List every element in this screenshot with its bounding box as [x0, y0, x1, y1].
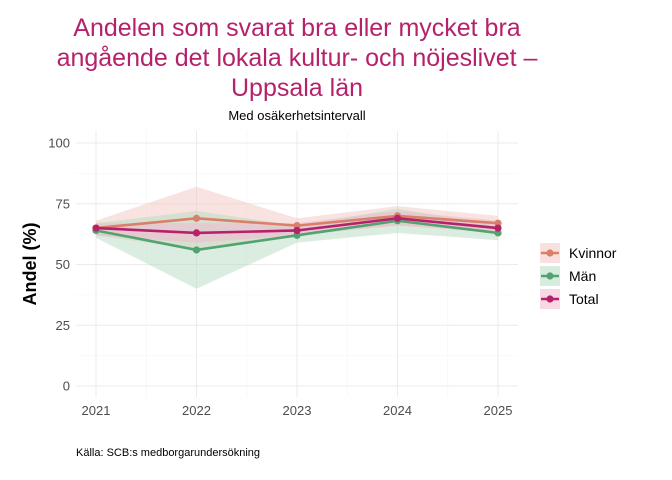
point-total-2023 — [293, 226, 301, 235]
legend-label: Total — [569, 291, 599, 307]
chart-caption: Källa: SCB:s medborgarundersökning — [76, 447, 260, 459]
point-kvinnor-2022 — [192, 214, 201, 222]
gridlines — [76, 131, 518, 397]
title-line-2: angående det lokala kultur- och nöjesliv… — [57, 44, 538, 72]
y-tick-label: 0 — [63, 379, 70, 394]
x-tick-label: 2022 — [182, 403, 211, 418]
point-män-2022 — [192, 246, 201, 254]
y-tick-label: 25 — [56, 318, 70, 333]
legend: Kvinnor Män Total — [540, 243, 617, 309]
y-axis-label: Andel (%) — [20, 222, 40, 305]
x-tick-label: 2025 — [484, 403, 513, 418]
chart-subtitle: Med osäkerhetsintervall — [228, 108, 365, 123]
point-total-2025 — [494, 224, 502, 232]
y-tick-label: 50 — [56, 257, 70, 272]
point-total-2022 — [192, 229, 201, 237]
y-tick-label: 100 — [48, 136, 70, 151]
x-tick-label: 2021 — [82, 403, 111, 418]
legend-key-point — [546, 295, 554, 303]
legend-key-point — [546, 249, 554, 257]
x-tick-label: 2024 — [383, 403, 412, 418]
y-tick-label: 75 — [56, 196, 70, 211]
legend-item-total: Total — [540, 289, 599, 309]
legend-item-män: Män — [540, 266, 596, 286]
title-line-1: Andelen som svarat bra eller mycket bra — [73, 14, 521, 42]
y-axis-ticks: 0 25 50 75 100 — [48, 136, 70, 394]
legend-item-kvinnor: Kvinnor — [540, 243, 617, 263]
legend-key-point — [546, 272, 554, 280]
point-total-2024 — [393, 214, 402, 222]
series-points — [92, 212, 502, 254]
chart-title: Andelen som svarat bra eller mycket bra … — [57, 14, 538, 102]
x-axis-ticks: 2021 2022 2023 2024 2025 — [82, 403, 513, 418]
x-tick-label: 2023 — [283, 403, 312, 418]
point-total-2021 — [92, 224, 100, 232]
title-line-3: Uppsala län — [231, 74, 363, 102]
legend-label: Kvinnor — [569, 245, 617, 261]
legend-label: Män — [569, 268, 596, 284]
